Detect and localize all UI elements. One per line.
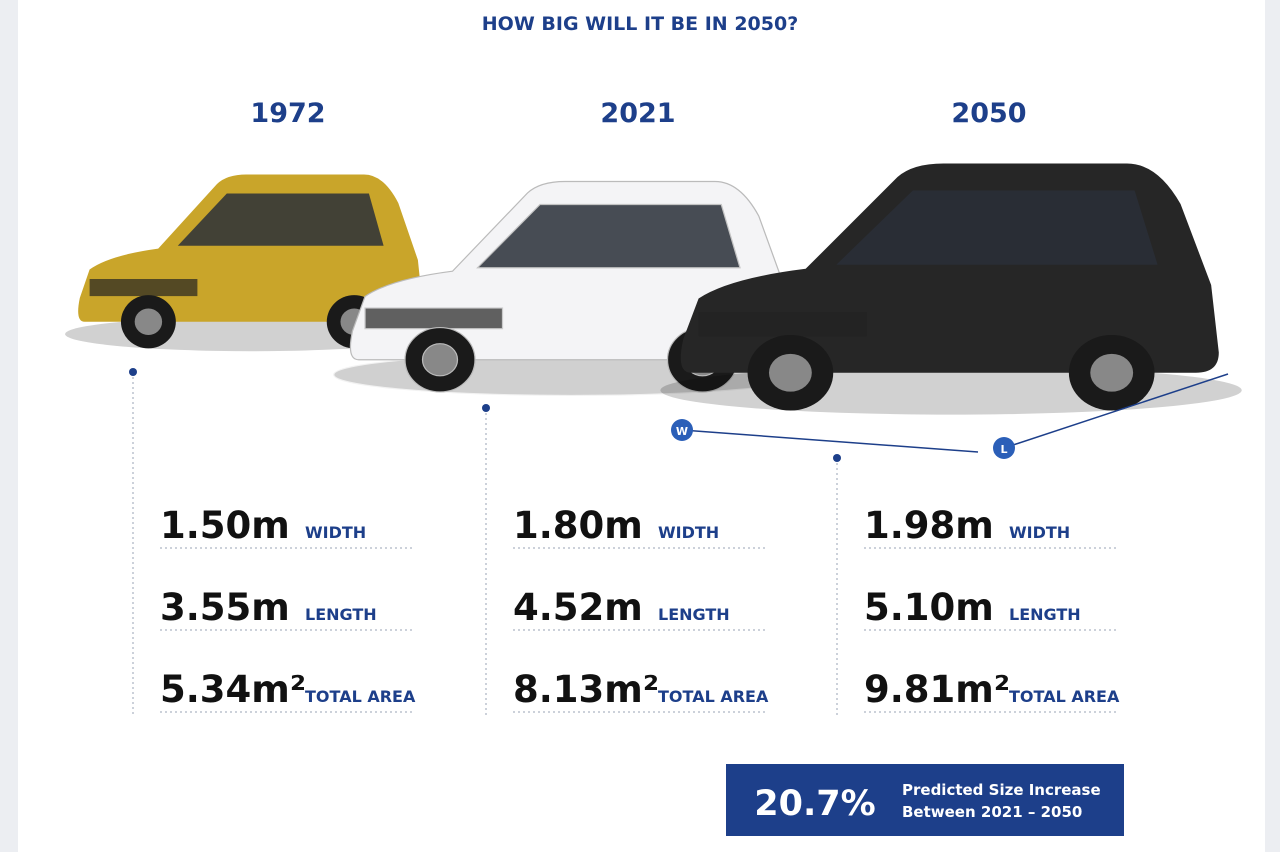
stat-label: WIDTH bbox=[658, 523, 719, 542]
stat-label: TOTAL AREA bbox=[658, 687, 769, 706]
guide-dot bbox=[129, 368, 137, 376]
year: 1972 bbox=[250, 98, 325, 129]
year: 2050 bbox=[951, 98, 1026, 129]
stat-value: 5.34m² bbox=[160, 668, 306, 711]
stat-label: LENGTH bbox=[305, 605, 377, 624]
stat-value: 1.80m bbox=[513, 504, 643, 547]
guide-dot bbox=[833, 454, 841, 462]
content-panel bbox=[18, 0, 1265, 852]
length-marker-label: L bbox=[1000, 443, 1007, 456]
stat-label: WIDTH bbox=[305, 523, 366, 542]
stat-value: 3.55m bbox=[160, 586, 290, 629]
width-marker bbox=[671, 419, 693, 441]
stat-value: 1.50m bbox=[160, 504, 290, 547]
stat-label: WIDTH bbox=[1009, 523, 1070, 542]
callout-line: Predicted Size Increase bbox=[902, 781, 1101, 799]
stat-value: 4.52m bbox=[513, 586, 643, 629]
stat-value: 1.98m bbox=[864, 504, 994, 547]
length-marker bbox=[993, 437, 1015, 459]
length-line bbox=[1003, 373, 1229, 449]
width-line bbox=[681, 429, 979, 453]
year: 2021 bbox=[600, 98, 675, 129]
width-marker-label: W bbox=[676, 425, 688, 438]
stat-label: LENGTH bbox=[658, 605, 730, 624]
stat-value: 8.13m² bbox=[513, 668, 659, 711]
stat-label: LENGTH bbox=[1009, 605, 1081, 624]
callout-box bbox=[726, 764, 1124, 836]
stat-label: TOTAL AREA bbox=[1009, 687, 1120, 706]
title: HOW BIG WILL IT BE IN 2050? bbox=[482, 13, 798, 35]
callout-value: 20.7% bbox=[754, 784, 875, 824]
callout-line: Between 2021 – 2050 bbox=[902, 803, 1082, 821]
guide-dot bbox=[482, 404, 490, 412]
stat-value: 5.10m bbox=[864, 586, 994, 629]
stat-value: 9.81m² bbox=[864, 668, 1010, 711]
stat-label: TOTAL AREA bbox=[305, 687, 416, 706]
